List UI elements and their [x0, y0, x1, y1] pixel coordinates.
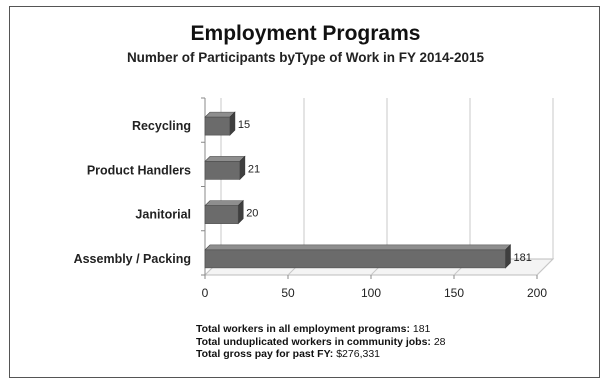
note-community-jobs: Total unduplicated workers in community … [196, 336, 446, 349]
note-value: $276,331 [336, 348, 381, 360]
bar [204, 116, 231, 136]
note-value: 28 [433, 335, 446, 348]
bar-data-label: 21 [248, 163, 260, 175]
x-tick-label: 150 [444, 286, 464, 300]
x-tick-label: 50 [281, 286, 295, 300]
x-tick-label: 100 [361, 286, 381, 300]
bar [204, 249, 506, 269]
bar-data-label: 15 [238, 119, 250, 131]
note-gross-pay: Total gross pay for past FY: $276,331 [196, 348, 446, 361]
bar-top-face [204, 244, 512, 251]
bar-top-face [204, 156, 246, 162]
summary-notes: Total workers in all employment programs… [196, 323, 446, 361]
bar [204, 205, 239, 224]
y-category-label: Assembly / Packing [74, 252, 191, 266]
bar-data-label: 20 [246, 208, 258, 220]
note-label: Total gross pay for past FY: [196, 348, 334, 360]
bar-data-label: 181 [513, 252, 531, 264]
note-total-workers: Total workers in all employment programs… [196, 323, 446, 336]
bar-top-face [204, 200, 244, 206]
note-label: Total unduplicated workers in community … [196, 335, 431, 348]
y-category-label: Janitorial [135, 208, 191, 222]
note-value: 181 [412, 323, 431, 335]
y-category-label: Product Handlers [87, 163, 191, 177]
y-category-label: Recycling [132, 119, 191, 133]
gridline-floor [536, 258, 554, 276]
chart-subtitle: Number of Participants byType of Work in… [126, 50, 485, 65]
x-tick-label: 0 [202, 286, 209, 300]
note-label: Total workers in all employment programs… [196, 323, 410, 335]
x-tick-label: 200 [527, 286, 547, 300]
chart-title: Employment Programs [190, 22, 421, 45]
bar [204, 161, 241, 180]
